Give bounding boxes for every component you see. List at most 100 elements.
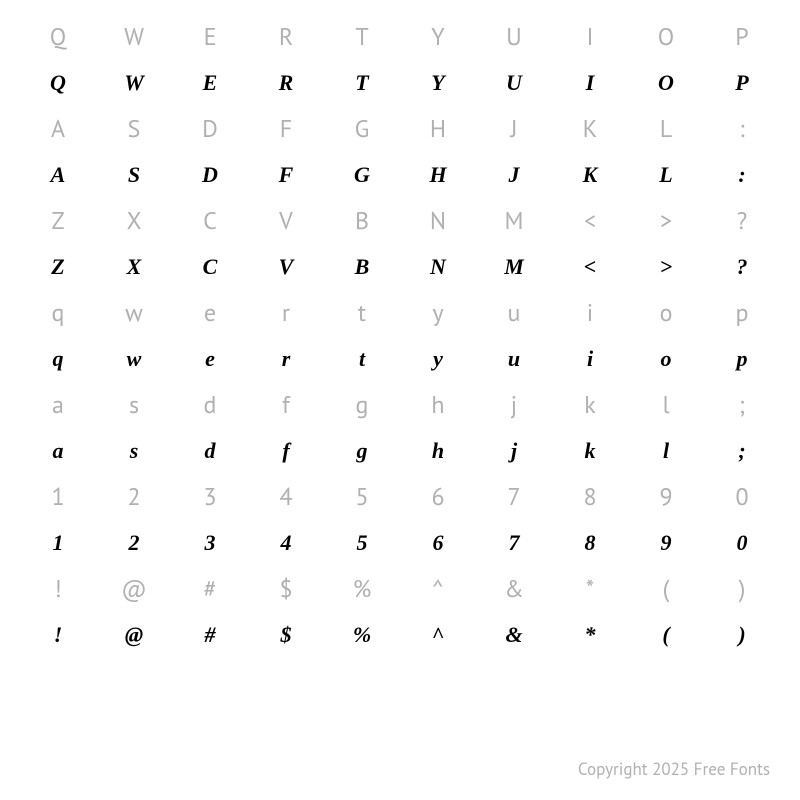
ref-cell: N xyxy=(400,209,476,233)
sample-cell: N xyxy=(400,256,476,278)
ref-row-5: 1 2 3 4 5 6 7 8 9 0 xyxy=(20,474,780,520)
ref-cell: < xyxy=(552,209,628,233)
ref-cell: e xyxy=(172,301,248,325)
ref-row-2: Z X C V B N M < > ? xyxy=(20,198,780,244)
ref-cell: s xyxy=(96,393,172,417)
sample-cell: A xyxy=(20,164,96,186)
sample-cell: < xyxy=(552,256,628,278)
sample-cell: i xyxy=(552,348,628,370)
sample-cell: Z xyxy=(20,256,96,278)
ref-cell: % xyxy=(324,577,400,601)
sample-cell: L xyxy=(628,164,704,186)
sample-cell: # xyxy=(172,624,248,646)
sample-cell: H xyxy=(400,164,476,186)
sample-cell: B xyxy=(324,256,400,278)
ref-cell: q xyxy=(20,301,96,325)
ref-cell: $ xyxy=(248,577,324,601)
ref-cell: o xyxy=(628,301,704,325)
sample-cell: % xyxy=(324,624,400,646)
ref-cell: r xyxy=(248,301,324,325)
sample-cell: t xyxy=(324,348,400,370)
ref-cell: g xyxy=(324,393,400,417)
sample-cell: G xyxy=(324,164,400,186)
sample-cell: j xyxy=(476,440,552,462)
sample-cell: P xyxy=(704,72,780,94)
sample-cell: 6 xyxy=(400,532,476,554)
ref-cell: F xyxy=(248,117,324,141)
ref-cell: 7 xyxy=(476,485,552,509)
sample-cell: p xyxy=(704,348,780,370)
ref-cell: > xyxy=(628,209,704,233)
sample-cell: ( xyxy=(628,624,704,646)
sample-row-3: q w e r t y u i o p xyxy=(20,336,780,382)
sample-cell: F xyxy=(248,164,324,186)
ref-cell: u xyxy=(476,301,552,325)
ref-cell: A xyxy=(20,117,96,141)
ref-row-4: a s d f g h j k l ; xyxy=(20,382,780,428)
sample-cell: d xyxy=(172,440,248,462)
sample-cell: W xyxy=(96,72,172,94)
ref-row-3: q w e r t y u i o p xyxy=(20,290,780,336)
sample-cell: > xyxy=(628,256,704,278)
ref-cell: U xyxy=(476,25,552,49)
ref-cell: ! xyxy=(20,577,96,601)
sample-cell: T xyxy=(324,72,400,94)
copyright-text: Copyright 2025 Free Fonts xyxy=(578,758,770,780)
sample-cell: ) xyxy=(704,624,780,646)
sample-cell: S xyxy=(96,164,172,186)
sample-row-2: Z X C V B N M < > ? xyxy=(20,244,780,290)
ref-cell: D xyxy=(172,117,248,141)
sample-row-5: 1 2 3 4 5 6 7 8 9 0 xyxy=(20,520,780,566)
sample-cell: I xyxy=(552,72,628,94)
ref-cell: y xyxy=(400,301,476,325)
ref-cell: C xyxy=(172,209,248,233)
ref-cell: 8 xyxy=(552,485,628,509)
sample-cell: 1 xyxy=(20,532,96,554)
sample-cell: f xyxy=(248,440,324,462)
sample-cell: 9 xyxy=(628,532,704,554)
sample-row-0: Q W E R T Y U I O P xyxy=(20,60,780,106)
sample-cell: h xyxy=(400,440,476,462)
sample-cell: M xyxy=(476,256,552,278)
sample-cell: D xyxy=(172,164,248,186)
ref-cell: 1 xyxy=(20,485,96,509)
sample-cell: * xyxy=(552,624,628,646)
sample-cell: 4 xyxy=(248,532,324,554)
sample-cell: U xyxy=(476,72,552,94)
sample-cell: Q xyxy=(20,72,96,94)
ref-cell: h xyxy=(400,393,476,417)
ref-cell: j xyxy=(476,393,552,417)
ref-cell: O xyxy=(628,25,704,49)
sample-cell: l xyxy=(628,440,704,462)
ref-cell: P xyxy=(704,25,780,49)
sample-cell: k xyxy=(552,440,628,462)
sample-cell: O xyxy=(628,72,704,94)
sample-cell: R xyxy=(248,72,324,94)
sample-cell: @ xyxy=(96,624,172,646)
sample-cell: X xyxy=(96,256,172,278)
ref-cell: * xyxy=(552,577,628,601)
ref-cell: & xyxy=(476,577,552,601)
ref-cell: G xyxy=(324,117,400,141)
sample-cell: q xyxy=(20,348,96,370)
sample-cell: ; xyxy=(704,440,780,462)
sample-cell: g xyxy=(324,440,400,462)
ref-cell: K xyxy=(552,117,628,141)
sample-cell: ^ xyxy=(400,624,476,646)
sample-cell: e xyxy=(172,348,248,370)
ref-cell: 3 xyxy=(172,485,248,509)
ref-cell: ) xyxy=(704,577,780,601)
ref-cell: a xyxy=(20,393,96,417)
ref-cell: Z xyxy=(20,209,96,233)
sample-cell: J xyxy=(476,164,552,186)
sample-cell: s xyxy=(96,440,172,462)
ref-cell: J xyxy=(476,117,552,141)
sample-cell: 3 xyxy=(172,532,248,554)
sample-cell: V xyxy=(248,256,324,278)
ref-cell: W xyxy=(96,25,172,49)
ref-row-6: ! @ # $ % ^ & * ( ) xyxy=(20,566,780,612)
sample-row-1: A S D F G H J K L : xyxy=(20,152,780,198)
ref-cell: 0 xyxy=(704,485,780,509)
font-character-map: Q W E R T Y U I O P Q W E R T Y U I O P … xyxy=(0,0,800,658)
ref-cell: V xyxy=(248,209,324,233)
